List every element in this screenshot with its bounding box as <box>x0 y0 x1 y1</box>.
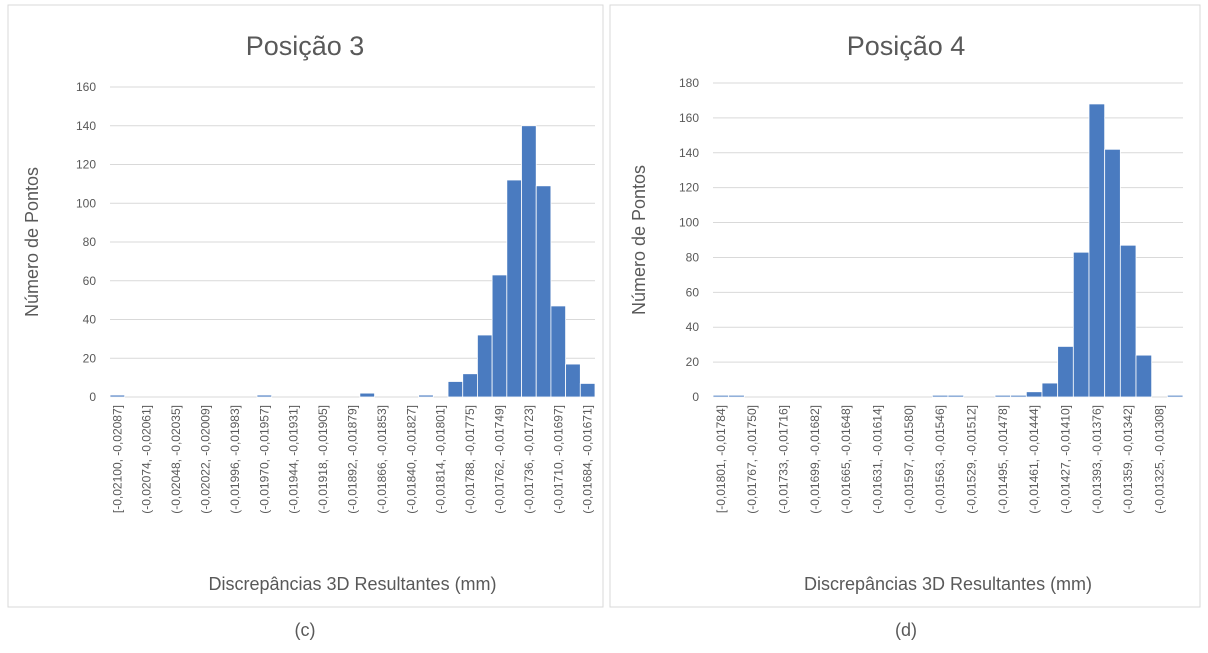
bar <box>359 392 375 398</box>
x-tick-label: (-0,01736, -0,01723] <box>522 405 536 514</box>
x-tick-label: (-0,01461, -0,01444] <box>1027 405 1041 514</box>
bar <box>579 383 596 398</box>
x-tick-label: (-0,01684, -0,01671] <box>581 405 595 514</box>
x-axis-title: Discrepâncias 3D Resultantes (mm) <box>804 574 1092 594</box>
bar <box>712 394 730 398</box>
chart-frame <box>7 4 604 608</box>
y-tick-label: 60 <box>83 274 97 288</box>
chart-title: Posição 3 <box>246 31 365 61</box>
bar <box>994 394 1012 398</box>
x-tick-label: (-0,01866, -0,01853] <box>375 405 389 514</box>
y-tick-label: 180 <box>679 76 699 90</box>
x-tick-label: (-0,02022, -0,02009] <box>199 405 213 514</box>
y-tick-label: 160 <box>76 80 96 94</box>
x-tick-label: (-0,01325, -0,01308] <box>1153 405 1167 514</box>
bar <box>418 394 434 398</box>
x-tick-label: (-0,01944, -0,01931] <box>287 405 301 514</box>
bar <box>462 373 478 398</box>
bar <box>521 125 537 398</box>
bar <box>1104 148 1121 398</box>
y-tick-label: 120 <box>679 181 699 195</box>
x-tick-label: (-0,01788, -0,01775] <box>463 405 477 514</box>
bar <box>256 394 273 398</box>
bar <box>728 394 745 398</box>
bar <box>1135 354 1153 398</box>
x-tick-label: (-0,01597, -0,01580] <box>902 405 916 514</box>
x-tick-label: (-0,01733, -0,01716] <box>777 405 791 514</box>
y-axis-title: Número de Pontos <box>22 167 42 317</box>
x-tick-label: (-0,01892, -0,01879] <box>346 405 360 514</box>
x-tick-label: [-0,02100, -0,02087] <box>110 405 124 513</box>
bar <box>1088 103 1106 398</box>
bar <box>947 394 965 398</box>
x-tick-label: (-0,01563, -0,01546] <box>933 405 947 514</box>
y-tick-label: 0 <box>89 390 96 404</box>
x-tick-label: (-0,01393, -0,01376] <box>1090 405 1104 514</box>
bar <box>1057 346 1074 398</box>
x-tick-label: (-0,01427, -0,01410] <box>1059 405 1073 514</box>
y-tick-label: 60 <box>686 285 700 299</box>
bar <box>1072 251 1090 398</box>
x-tick-label: (-0,02048, -0,02035] <box>169 405 183 514</box>
x-tick-label: (-0,01529, -0,01512] <box>965 405 979 514</box>
x-tick-label: (-0,01665, -0,01648] <box>839 405 853 514</box>
bar <box>1041 382 1059 398</box>
y-tick-label: 120 <box>76 158 96 172</box>
bar <box>506 179 522 398</box>
chart-frame <box>609 4 1201 608</box>
bar <box>1025 391 1043 398</box>
bar <box>535 185 552 398</box>
x-tick-label: (-0,01359, -0,01342] <box>1121 405 1135 514</box>
x-tick-label: (-0,01814, -0,01801] <box>434 405 448 514</box>
y-tick-label: 140 <box>679 146 699 160</box>
x-tick-label: (-0,01767, -0,01750] <box>745 405 759 514</box>
bar <box>491 274 508 398</box>
y-tick-label: 160 <box>679 111 699 125</box>
x-tick-label: (-0,01699, -0,01682] <box>808 405 822 514</box>
y-tick-label: 100 <box>679 216 699 230</box>
bar <box>565 363 581 398</box>
x-tick-label: (-0,02074, -0,02061] <box>140 405 154 514</box>
y-tick-label: 40 <box>686 320 700 334</box>
y-tick-label: 80 <box>83 235 97 249</box>
x-tick-label: (-0,01840, -0,01827] <box>404 405 418 514</box>
bar <box>1010 394 1027 398</box>
bar <box>109 394 126 398</box>
y-tick-label: 80 <box>686 250 700 264</box>
y-tick-label: 20 <box>686 355 700 369</box>
y-tick-label: 100 <box>76 196 96 210</box>
x-tick-label: (-0,01970, -0,01957] <box>257 405 271 514</box>
y-tick-label: 40 <box>83 313 97 327</box>
x-tick-label: (-0,01918, -0,01905] <box>316 405 330 514</box>
y-tick-label: 0 <box>692 390 699 404</box>
bar <box>447 381 464 398</box>
bar <box>550 305 567 398</box>
x-tick-label: (-0,01631, -0,01614] <box>871 405 885 514</box>
bar <box>1166 394 1184 398</box>
x-axis-title: Discrepâncias 3D Resultantes (mm) <box>208 574 496 594</box>
y-tick-label: 140 <box>76 119 96 133</box>
chart-title: Posição 4 <box>847 31 966 61</box>
caption: (d) <box>895 620 917 640</box>
x-tick-label: (-0,01495, -0,01478] <box>996 405 1010 514</box>
x-tick-label: [-0,01801, -0,01784] <box>714 405 728 513</box>
y-tick-label: 20 <box>83 351 97 365</box>
bar <box>1119 244 1137 398</box>
x-tick-label: (-0,01710, -0,01697] <box>551 405 565 514</box>
x-tick-label: (-0,01996, -0,01983] <box>228 405 242 514</box>
y-axis-title: Número de Pontos <box>629 165 649 315</box>
bar <box>477 334 493 398</box>
bar <box>931 394 949 398</box>
caption: (c) <box>295 620 316 640</box>
x-tick-label: (-0,01762, -0,01749] <box>492 405 506 514</box>
